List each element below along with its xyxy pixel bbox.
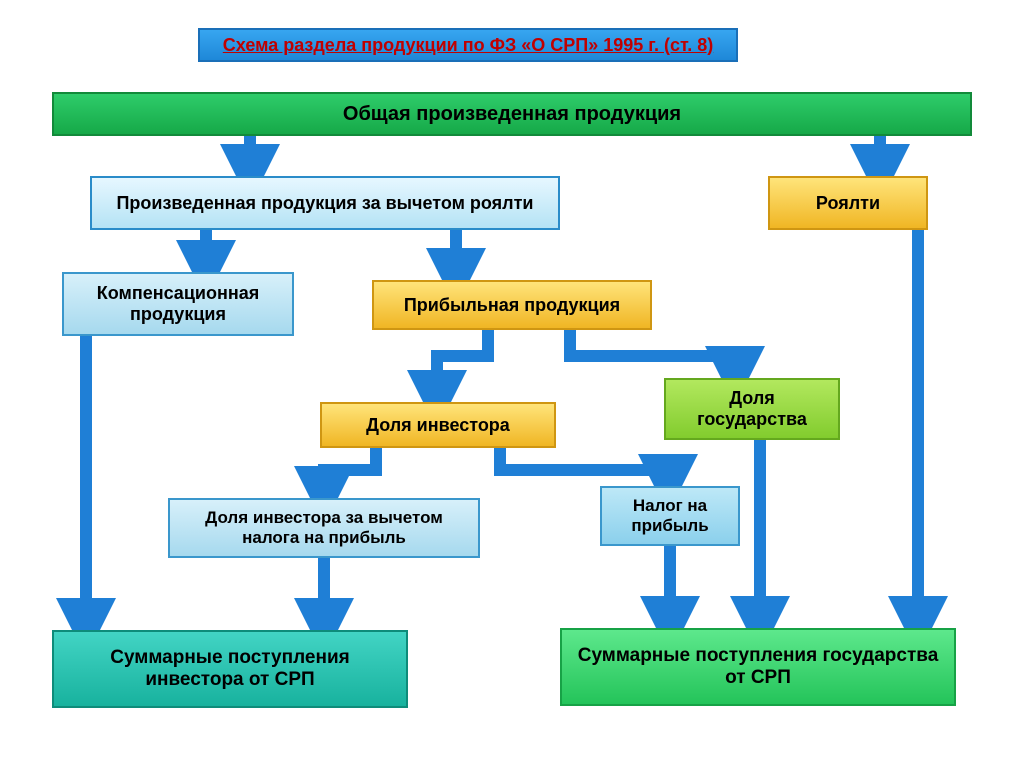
node-investor-share: Доля инвестора xyxy=(320,402,556,448)
node-profit-production: Прибыльная продукция xyxy=(372,280,652,330)
diagram-title: Схема раздела продукции по ФЗ «О СРП» 19… xyxy=(198,28,738,62)
node-royalty: Роялти xyxy=(768,176,928,230)
node-sum-state: Суммарные поступления государства от СРП xyxy=(560,628,956,706)
node-sum-investor: Суммарные поступления инвестора от СРП xyxy=(52,630,408,708)
node-investor-net: Доля инвестора за вычетом налога на приб… xyxy=(168,498,480,558)
node-profit-tax: Налог на прибыль xyxy=(600,486,740,546)
node-total-production: Общая произведенная продукция xyxy=(52,92,972,136)
node-compensation: Компенсационная продукция xyxy=(62,272,294,336)
node-minus-royalty: Произведенная продукция за вычетом роялт… xyxy=(90,176,560,230)
node-state-share: Доля государства xyxy=(664,378,840,440)
